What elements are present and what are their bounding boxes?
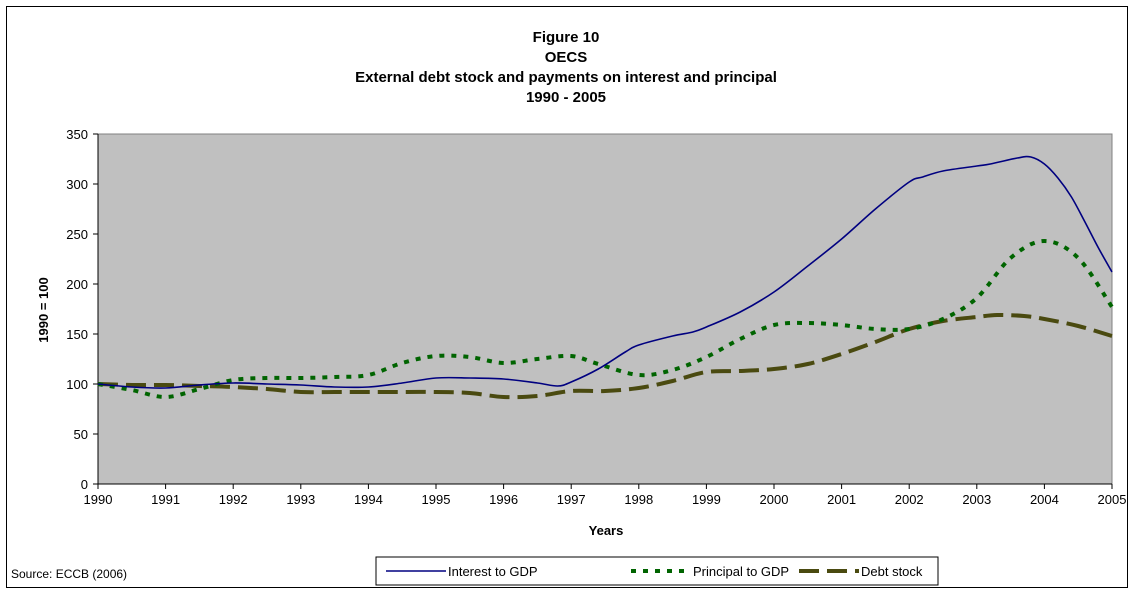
x-tick-label: 1998 [624, 492, 653, 507]
legend: Interest to GDP Principal to GDP Debt stoc… [375, 556, 939, 586]
x-tick-label: 1992 [219, 492, 248, 507]
x-tick-label: 1994 [354, 492, 383, 507]
x-tick-label: 2005 [1098, 492, 1127, 507]
series-line-debt-stock [97, 312, 1113, 400]
title-line-1: Figure 10 [533, 29, 600, 46]
y-tick-label: 50 [74, 427, 88, 442]
x-tick-label: 2004 [1030, 492, 1059, 507]
y-tick-label: 250 [66, 227, 88, 242]
x-tick-label: 2003 [962, 492, 991, 507]
y-tick-label: 350 [66, 127, 88, 142]
x-tick-label: 1990 [84, 492, 113, 507]
y-tick-label: 0 [81, 477, 88, 492]
chart-frame [6, 6, 1128, 588]
x-tick-label: 1993 [286, 492, 315, 507]
x-tick-label: 1991 [151, 492, 180, 507]
axes: 0 50 100 150 200 250 300 350 1990 1991 1992 1993 199… [66, 127, 1126, 507]
series-line-interest-to-gdp [97, 155, 1113, 389]
source-note: Source: ECCB (2006) [11, 567, 127, 581]
x-tick-label: 2001 [827, 492, 856, 507]
y-tick-label: 200 [66, 277, 88, 292]
title-line-4: 1990 - 2005 [526, 89, 606, 106]
y-tick-label: 100 [66, 377, 88, 392]
x-tick-label: 2000 [760, 492, 789, 507]
x-tick-label: 1997 [557, 492, 586, 507]
title-line-2: OECS [545, 49, 588, 66]
x-tick-label: 1995 [422, 492, 451, 507]
legend-label: Principal to GDP [693, 564, 789, 579]
title-line-3: External debt stock and payments on inte… [355, 69, 777, 86]
legend-label: Debt stock [861, 564, 923, 579]
y-tick-label: 300 [66, 177, 88, 192]
y-axis-title: 1990 = 100 [36, 277, 51, 342]
y-tick-label: 150 [66, 327, 88, 342]
x-tick-label: 2002 [895, 492, 924, 507]
plot-area [97, 133, 1113, 485]
chart-title: Figure 10 OECS External debt stock and p… [355, 29, 777, 106]
legend-label: Interest to GDP [448, 564, 538, 579]
x-axis-title: Years [589, 523, 624, 538]
series-line-principal-to-gdp [97, 239, 1114, 400]
series-layer [97, 155, 1114, 400]
x-tick-label: 1999 [692, 492, 721, 507]
x-tick-label: 1996 [489, 492, 518, 507]
